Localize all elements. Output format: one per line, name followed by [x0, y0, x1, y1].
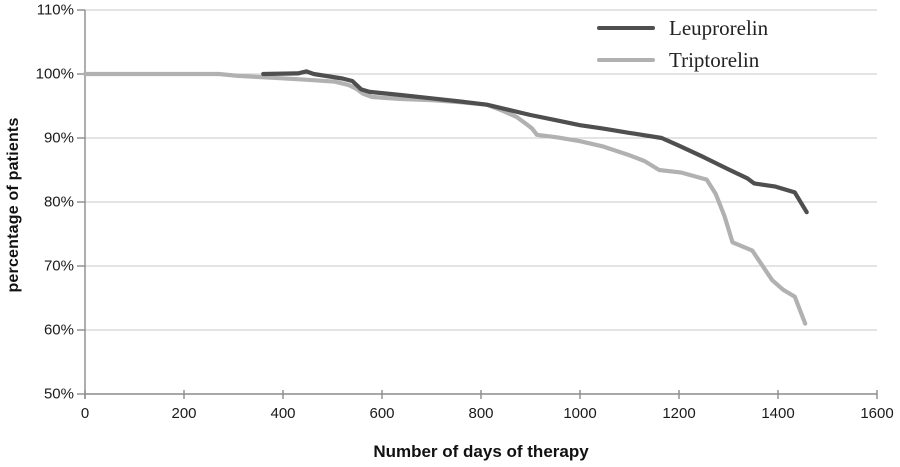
x-tick-label: 1600 [860, 405, 893, 422]
x-tick-label: 200 [171, 405, 196, 422]
leuprorelin-line-swatch [597, 26, 655, 30]
y-tick-label: 50% [44, 386, 74, 403]
legend-item-triptorelin: Triptorelin [597, 44, 768, 76]
x-axis-title: Number of days of therapy [373, 442, 589, 461]
triptorelin-line [82, 71, 808, 326]
y-tick-label: 110% [37, 2, 74, 19]
y-tick-label: 80% [44, 194, 74, 211]
y-tick-label: 90% [44, 130, 74, 147]
x-tick-label: 800 [468, 405, 493, 422]
x-tick-label: 1000 [563, 405, 596, 422]
y-tick-label: 100% [36, 66, 74, 83]
x-tick-label: 1200 [662, 405, 695, 422]
leuprorelin-line [261, 69, 809, 215]
legend-item-leuprorelin: Leuprorelin [597, 12, 768, 44]
legend-label-leuprorelin: Leuprorelin [669, 15, 769, 40]
legend: Leuprorelin Triptorelin [597, 12, 768, 76]
x-tick-label: 0 [81, 405, 89, 422]
legend-label-triptorelin: Triptorelin [669, 47, 760, 72]
y-tick-label: 60% [44, 322, 74, 339]
y-axis-title: percentage of patients [5, 117, 22, 293]
x-tick-label: 600 [369, 405, 394, 422]
x-tick-label: 400 [270, 405, 295, 422]
x-tick-label: 1400 [761, 405, 794, 422]
triptorelin-line-swatch [597, 58, 655, 62]
y-tick-label: 70% [44, 258, 74, 275]
